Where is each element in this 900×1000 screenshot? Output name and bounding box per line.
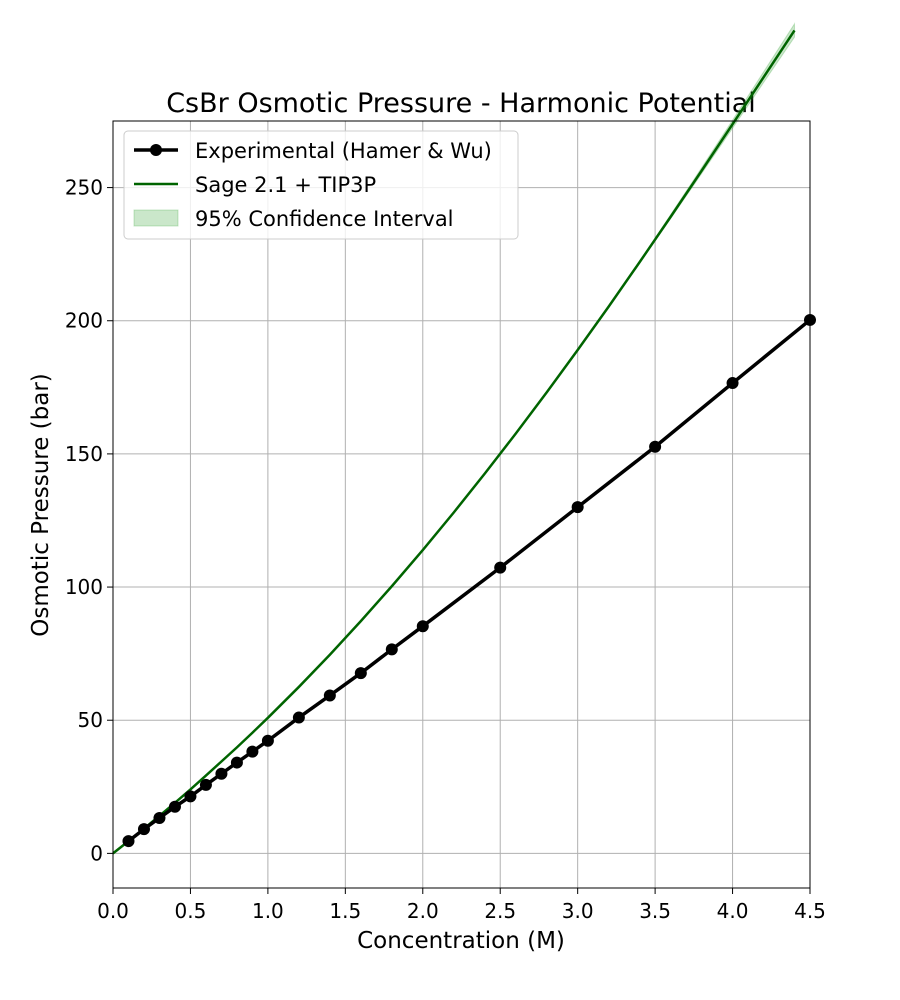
legend-experimental-label: Experimental (Hamer & Wu) — [195, 139, 492, 163]
y-axis-label: Osmotic Pressure (bar) — [28, 373, 54, 637]
x-tick-label: 1.5 — [329, 899, 361, 923]
x-tick-label: 2.0 — [407, 899, 439, 923]
x-tick-label: 1.0 — [252, 899, 284, 923]
legend-sage-label: Sage 2.1 + TIP3P — [195, 173, 376, 197]
experimental-point — [246, 745, 259, 758]
markers — [122, 313, 816, 848]
experimental-point — [168, 800, 181, 813]
experimental-point — [215, 767, 228, 780]
x-tick-label: 4.0 — [717, 899, 749, 923]
x-tick-label: 3.0 — [562, 899, 594, 923]
experimental-point — [137, 823, 150, 836]
experimental-point — [261, 734, 274, 747]
legend-ci-label: 95% Confidence Interval — [195, 207, 454, 231]
experimental-point — [494, 561, 507, 574]
experimental-point — [199, 778, 212, 791]
experimental-point — [292, 711, 305, 724]
y-tick-label: 50 — [78, 708, 103, 732]
experimental-point — [416, 620, 429, 633]
experimental-point — [122, 835, 135, 848]
y-tick-label: 150 — [65, 442, 103, 466]
legend-box — [123, 130, 519, 240]
x-tick-label: 0.0 — [97, 899, 129, 923]
grid — [112, 121, 811, 888]
y-tick-label: 0 — [90, 841, 103, 865]
y-tick-label: 100 — [65, 575, 103, 599]
x-ticks: 0.0 0.5 1.0 1.5 2.0 2.5 3.0 3.5 4.0 4.5 — [97, 888, 826, 923]
x-tick-label: 4.5 — [794, 899, 826, 923]
plot-frame — [112, 120, 811, 889]
x-axis-label: Concentration (M) — [357, 928, 565, 954]
experimental-point — [354, 667, 367, 680]
y-ticks: 0 50 100 150 200 250 — [65, 176, 113, 865]
legend-experimental-marker — [150, 144, 162, 156]
legend: Experimental (Hamer & Wu) Sage 2.1 + TIP… — [123, 130, 519, 240]
experimental-point — [230, 756, 243, 769]
experimental-point — [385, 643, 398, 656]
experimental-point — [649, 440, 662, 453]
x-tick-label: 3.5 — [639, 899, 671, 923]
x-tick-label: 0.5 — [175, 899, 207, 923]
legend-ci-swatch — [133, 209, 179, 227]
experimental-point — [571, 501, 584, 514]
experimental-point — [153, 811, 166, 824]
experimental-point — [184, 790, 197, 803]
experimental-point — [323, 689, 336, 702]
experimental-series-line — [127, 318, 812, 843]
chart-title: CsBr Osmotic Pressure - Harmonic Potenti… — [166, 88, 756, 119]
sage-series-line — [112, 29, 796, 855]
y-tick-label: 200 — [65, 309, 103, 333]
y-tick-label: 250 — [65, 176, 103, 200]
experimental-point — [726, 377, 739, 390]
x-tick-label: 2.5 — [484, 899, 516, 923]
